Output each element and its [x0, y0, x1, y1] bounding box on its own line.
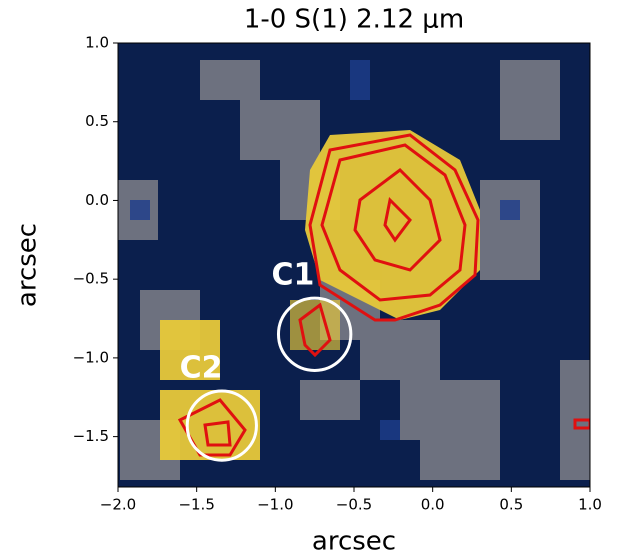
- y-tick-label: −1.0: [73, 348, 109, 366]
- x-tick-label: −1.0: [257, 496, 293, 514]
- y-tick-label: 0.5: [85, 112, 109, 130]
- y-tick-label: −1.5: [73, 427, 109, 445]
- source-circle: [185, 389, 258, 462]
- x-tick-label: 0.0: [421, 496, 445, 514]
- image: [118, 43, 590, 487]
- source-circle: [276, 296, 353, 372]
- x-tick-label: 0.5: [499, 496, 523, 514]
- y-tick-label: 0.0: [85, 191, 109, 209]
- y-axis-label: arcsec: [13, 223, 43, 307]
- source-label: C1: [272, 258, 315, 293]
- source-label: C2: [180, 350, 223, 385]
- chart-title: 1-0 S(1) 2.12 μm: [244, 5, 464, 35]
- x-tick-label: −2.0: [100, 496, 136, 514]
- x-tick-label: −1.5: [178, 496, 214, 514]
- x-tick-label: −0.5: [336, 496, 372, 514]
- x-axis-label: arcsec: [312, 527, 396, 557]
- x-tick-label: 1.0: [578, 496, 602, 514]
- y-tick-label: −0.5: [73, 270, 109, 288]
- y-tick-label: 1.0: [85, 34, 109, 52]
